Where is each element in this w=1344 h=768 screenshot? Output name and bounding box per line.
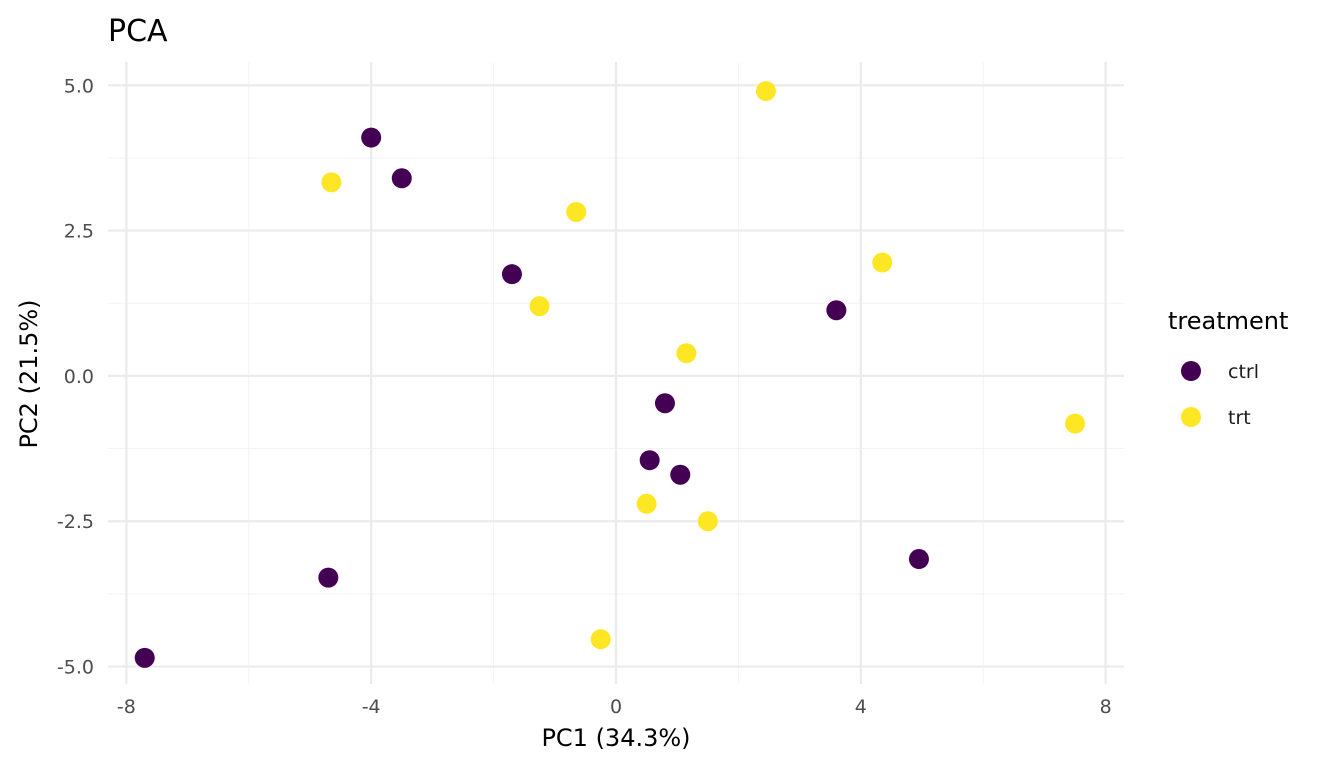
x-axis-title: PC1 (34.3%) (541, 724, 690, 752)
data-point-ctrl (908, 549, 929, 570)
legend-key-ctrl (1181, 361, 1201, 381)
data-point-ctrl (318, 567, 339, 588)
y-axis-ticks: -5.0 -2.5 0.0 2.5 5.0 (57, 75, 94, 678)
data-point-ctrl (361, 127, 382, 148)
data-point-ctrl (670, 464, 691, 485)
x-axis-ticks: -8 -4 0 4 8 (117, 696, 1112, 718)
data-point-ctrl (501, 264, 522, 285)
data-point-trt (566, 201, 587, 222)
data-point-trt (590, 629, 611, 650)
legend-items: ctrl trt (1181, 361, 1259, 429)
x-tick-label: -4 (362, 696, 381, 718)
data-points (134, 81, 1086, 668)
data-point-trt (636, 493, 657, 514)
x-tick-label: 8 (1100, 696, 1112, 718)
chart-title: PCA (108, 14, 168, 49)
data-point-ctrl (826, 300, 847, 321)
data-point-trt (697, 511, 718, 532)
y-axis-title: PC2 (21.5%) (15, 299, 43, 448)
x-tick-label: 0 (610, 696, 622, 718)
data-point-trt (321, 172, 342, 193)
y-tick-label: 0.0 (64, 366, 94, 388)
y-tick-label: 5.0 (64, 75, 94, 97)
legend-label-trt: trt (1228, 407, 1251, 429)
y-tick-label: -2.5 (57, 511, 94, 533)
x-tick-label: 4 (855, 696, 867, 718)
data-point-trt (872, 252, 893, 273)
legend: treatment ctrl trt (1168, 307, 1288, 429)
data-point-ctrl (134, 647, 155, 668)
grid (108, 62, 1124, 684)
data-point-trt (1065, 413, 1086, 434)
data-point-trt (755, 81, 776, 102)
legend-label-ctrl: ctrl (1228, 361, 1259, 383)
data-point-trt (676, 343, 697, 364)
data-point-ctrl (654, 393, 675, 414)
legend-key-trt (1181, 407, 1201, 427)
y-tick-label: 2.5 (64, 221, 94, 243)
data-point-trt (529, 296, 550, 317)
data-point-ctrl (391, 168, 412, 189)
y-tick-label: -5.0 (57, 657, 94, 679)
x-tick-label: -8 (117, 696, 136, 718)
data-point-ctrl (639, 450, 660, 471)
legend-title: treatment (1168, 307, 1288, 335)
